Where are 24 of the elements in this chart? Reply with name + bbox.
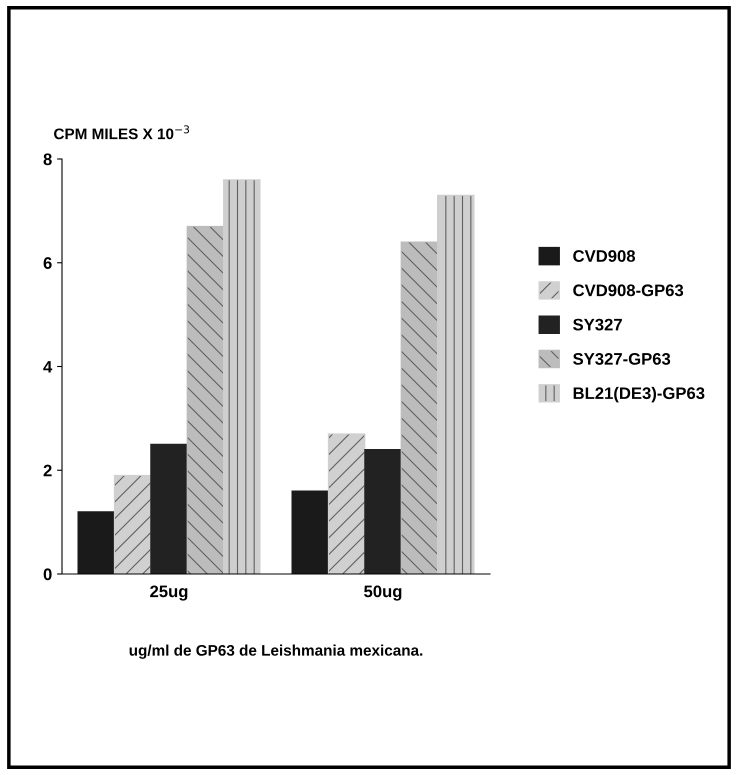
legend-label: CVD908 <box>573 250 636 262</box>
y-tick-label: 4 <box>43 361 52 373</box>
bar <box>150 444 188 574</box>
bar <box>114 474 152 574</box>
bar <box>364 448 402 574</box>
bar <box>186 226 224 574</box>
bar <box>437 194 475 574</box>
x-tick-label: 25ug <box>150 585 188 601</box>
legend-label: SY327 <box>573 318 622 331</box>
x-tick-label: 50ug <box>364 585 402 601</box>
legend-label: SY327-GP63 <box>573 353 670 365</box>
bar <box>328 433 366 574</box>
y-tick-label: 0 <box>44 568 52 580</box>
bar <box>223 179 261 574</box>
legend-label: BL21(DE3)-GP63 <box>574 386 704 402</box>
y-tick-label: 6 <box>44 257 52 269</box>
bar <box>77 511 115 574</box>
y-tick-label: 8 <box>44 153 52 166</box>
y-tick-label: 2 <box>44 464 52 476</box>
bar <box>400 241 438 574</box>
legend-label: CVD908-GP63 <box>573 284 684 296</box>
y-axis-title: CPM MILES X 10$^{−3}$ <box>54 125 190 140</box>
bar <box>291 490 329 574</box>
x-axis-title: ug/ml de GP63 de Leishmania mexicana. <box>130 644 422 659</box>
